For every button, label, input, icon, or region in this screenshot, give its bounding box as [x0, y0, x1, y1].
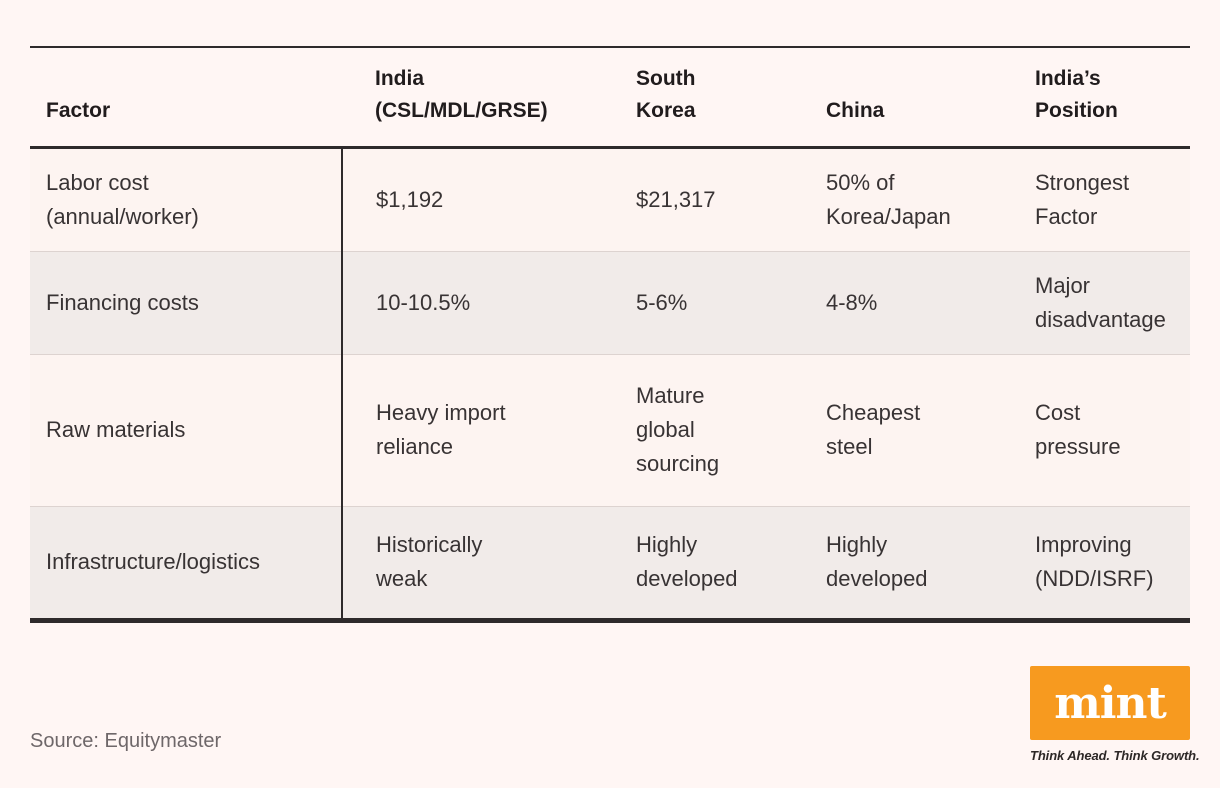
comparison-table: Factor India (CSL/MDL/GRSE) South Korea … [30, 46, 1190, 623]
table-cell: Highly developed [793, 506, 1002, 623]
table-cell: Strongest Factor [1002, 147, 1190, 252]
column-header-china: China [793, 46, 1002, 149]
table-cell: 5-6% [603, 251, 793, 355]
table-row-infrastructure-logistics: Infrastructure/logistics Historically we… [30, 506, 1190, 623]
source-credit: Source: Equitymaster [30, 730, 222, 752]
column-header-factor: Factor [30, 46, 342, 149]
column-header-india: India (CSL/MDL/GRSE) [342, 46, 603, 149]
table-cell: Cheapest steel [793, 354, 1002, 507]
table-cell: $1,192 [341, 147, 603, 252]
table-cell: $21,317 [603, 147, 793, 252]
table-cell: Highly developed [603, 506, 793, 623]
column-header-indias-position: India’s Position [1002, 46, 1190, 149]
table-cell: Labor cost (annual/worker) [30, 147, 342, 252]
table-cell: Major disadvantage [1002, 251, 1190, 355]
table-cell: Cost pressure [1002, 354, 1190, 507]
column-header-south-korea: South Korea [603, 46, 793, 149]
table-cell: 50% of Korea/Japan [793, 147, 1002, 252]
table-cell: Financing costs [30, 251, 342, 355]
table-cell: 4-8% [793, 251, 1002, 355]
table-row-labor-cost: Labor cost (annual/worker) $1,192 $21,31… [30, 147, 1190, 252]
mint-logo: mint [1030, 666, 1190, 740]
table-cell: Mature global sourcing [603, 354, 793, 507]
table-row-financing-costs: Financing costs 10-10.5% 5-6% 4-8% Major… [30, 251, 1190, 355]
table-cell: Historically weak [341, 506, 603, 623]
brand-tagline: Think Ahead. Think Growth. [1030, 748, 1200, 763]
table-cell: 10-10.5% [341, 251, 603, 355]
mint-logo-text: mint [1054, 677, 1167, 729]
mint-branding: mint Think Ahead. Think Growth. [1030, 666, 1200, 763]
table-cell: Raw materials [30, 354, 342, 507]
table-row-raw-materials: Raw materials Heavy import reliance Matu… [30, 354, 1190, 507]
table-header-row: Factor India (CSL/MDL/GRSE) South Korea … [30, 46, 1190, 149]
table-cell: Infrastructure/logistics [30, 506, 342, 623]
table-cell: Heavy import reliance [341, 354, 603, 507]
table-cell: Improving (NDD/ISRF) [1002, 506, 1190, 623]
